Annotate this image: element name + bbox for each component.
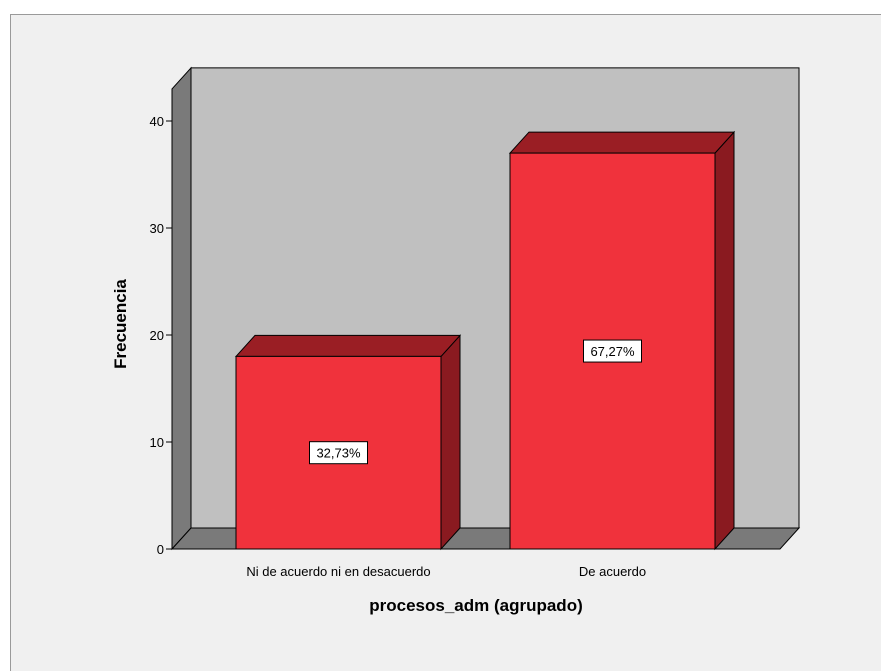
- y-tick-label: 30: [150, 221, 164, 236]
- bar-side: [714, 130, 735, 551]
- bars: 32,73% 67,27%: [234, 130, 736, 551]
- bar-top: [234, 334, 462, 357]
- bar-side: [440, 334, 461, 551]
- y-tick-label: 10: [150, 435, 164, 450]
- data-label: 67,27%: [590, 344, 635, 359]
- bar-top: [508, 131, 736, 154]
- data-label: 32,73%: [316, 446, 361, 461]
- y-axis: 0 10 20 30 40: [150, 88, 173, 557]
- data-label-box: [583, 339, 642, 363]
- data-label-box: [309, 441, 368, 465]
- x-tick-label: De acuerdo: [579, 564, 646, 579]
- bar: 32,73%: [234, 334, 462, 551]
- x-tick-label: Ni de acuerdo ni en desacuerdo: [246, 564, 430, 579]
- y-axis-title: Frecuencia: [111, 279, 130, 369]
- y-tick-label: 0: [157, 542, 164, 557]
- bar: 67,27%: [508, 130, 736, 551]
- plot-left-wall: [171, 66, 192, 551]
- x-axis: Ni de acuerdo ni en desacuerdo De acuerdo: [246, 564, 646, 579]
- y-tick-label: 40: [150, 114, 164, 129]
- x-axis-title: procesos_adm (agrupado): [369, 596, 583, 615]
- y-tick-label: 20: [150, 328, 164, 343]
